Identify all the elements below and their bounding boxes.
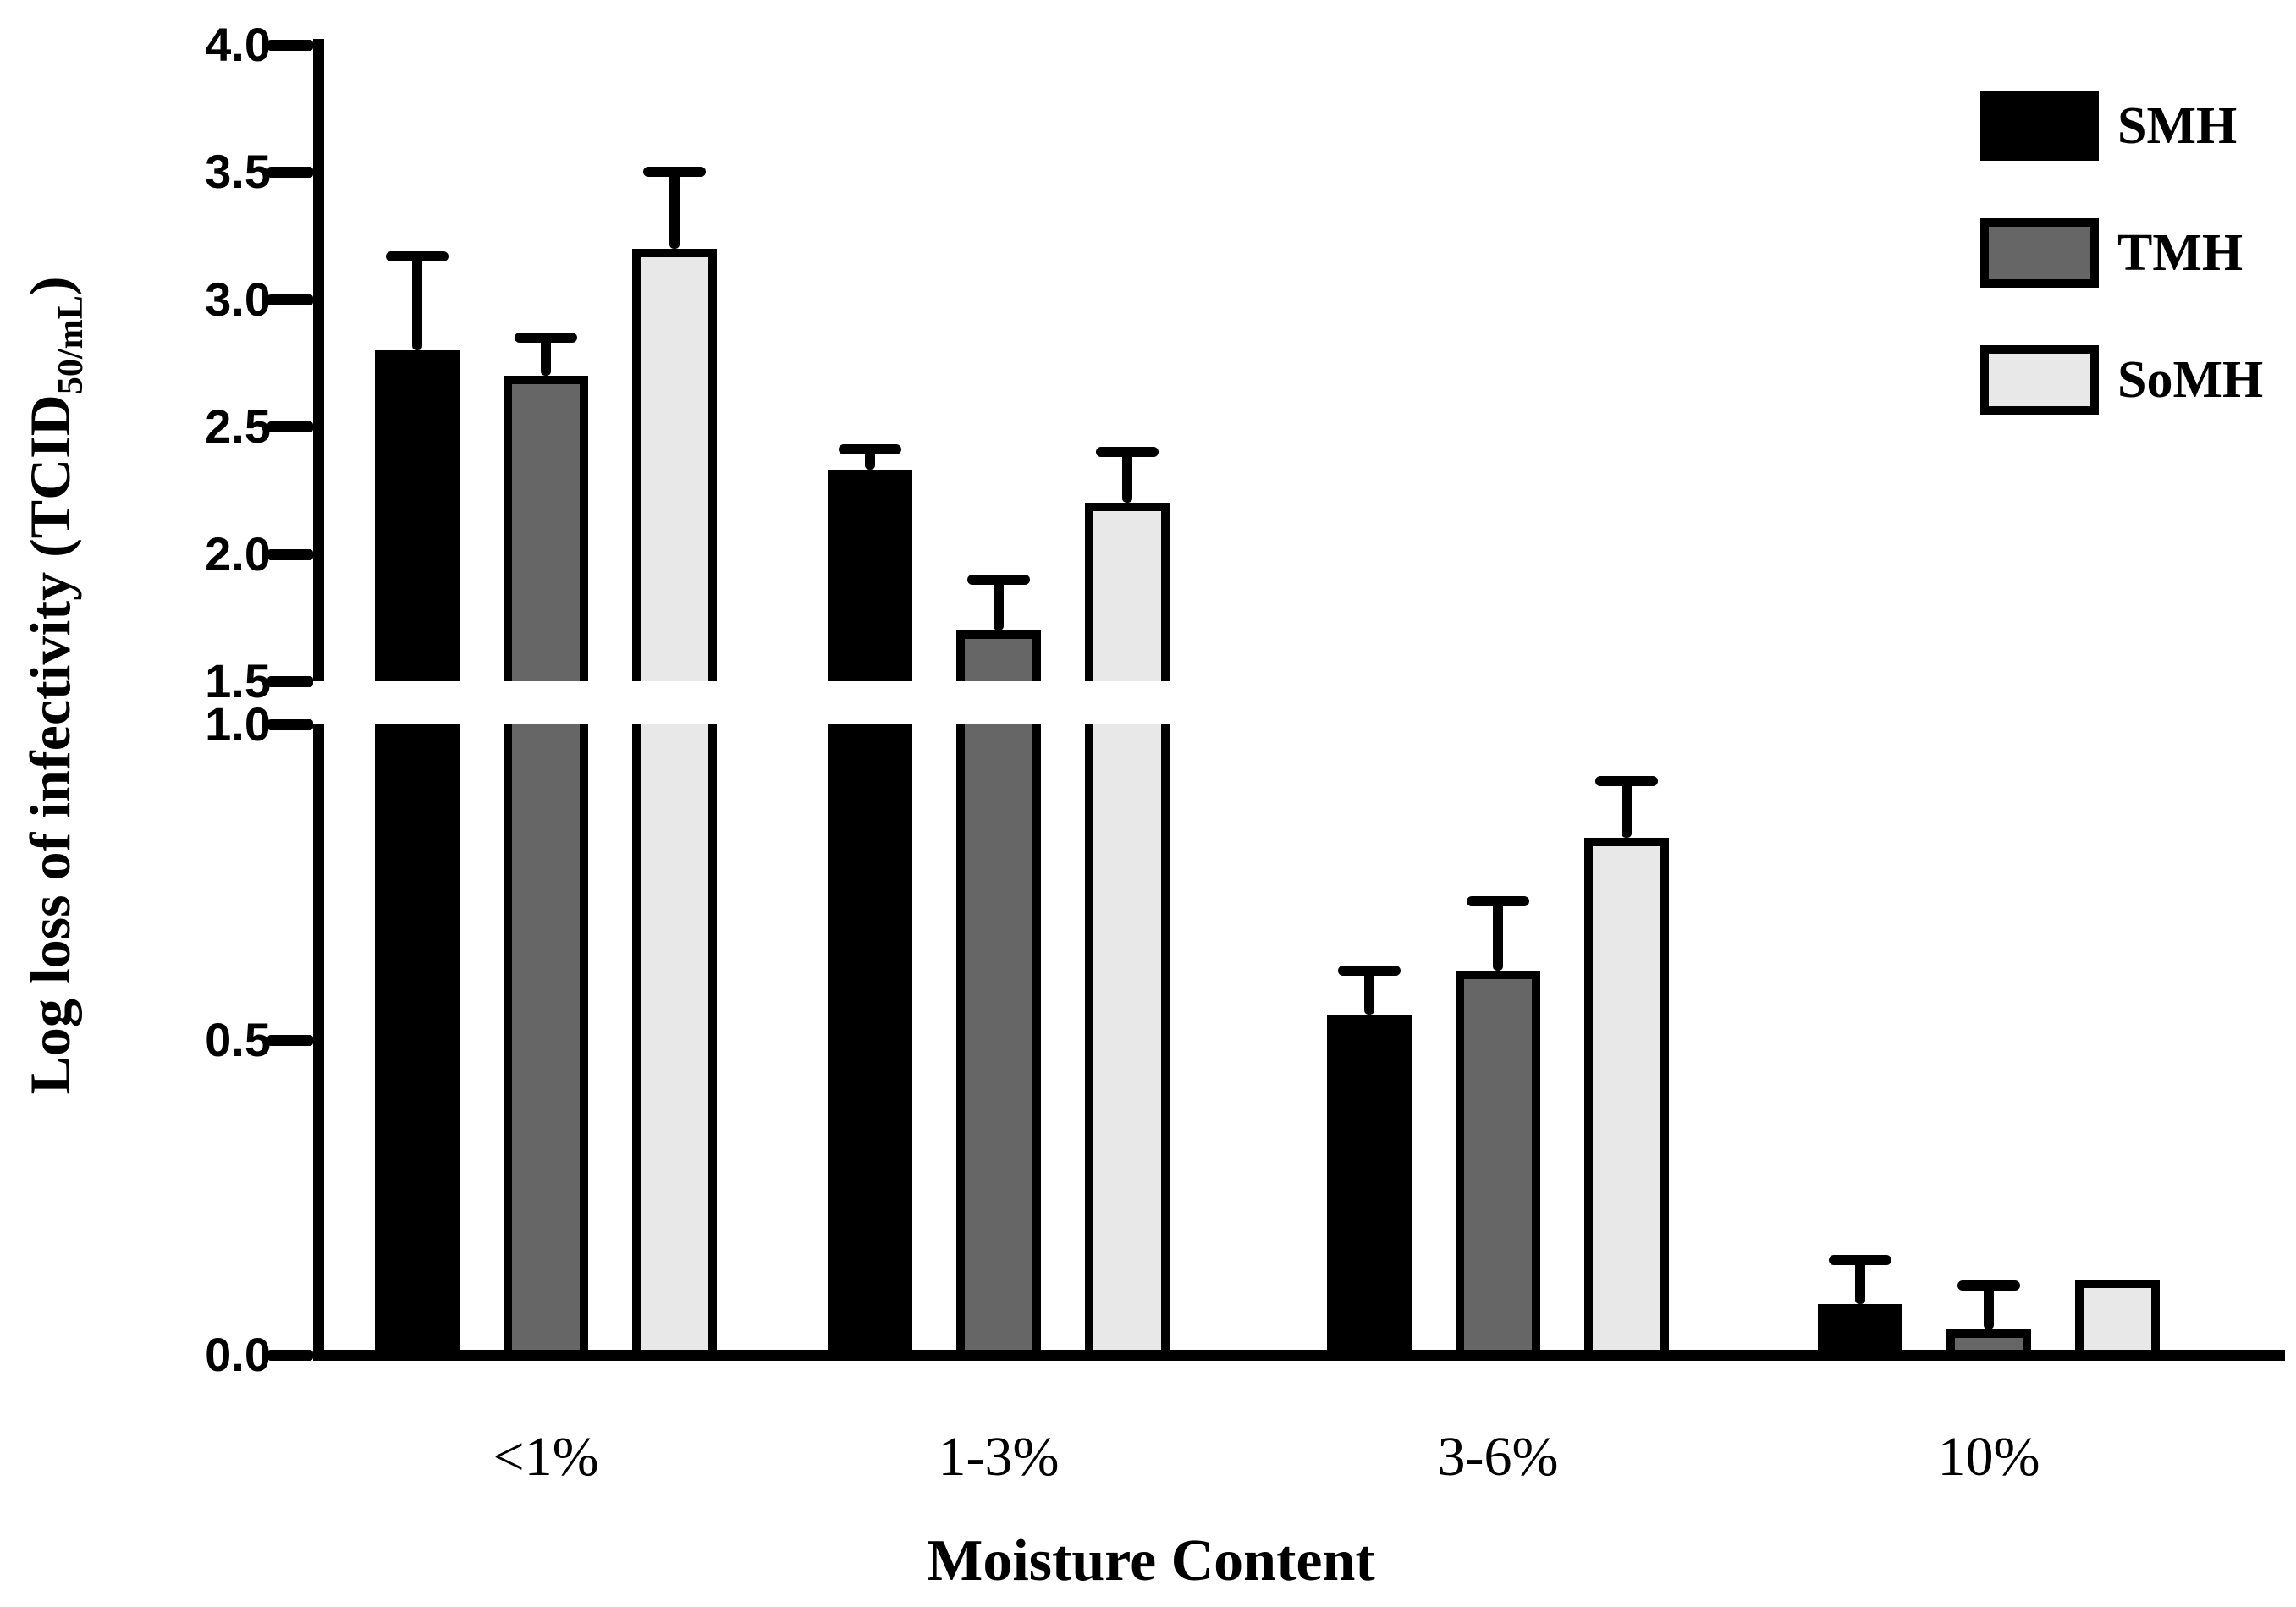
y-tick-label-0.0: 0.0	[205, 1328, 271, 1381]
legend-label-smh: SMH	[2117, 97, 2238, 155]
y-tick-label-1.5: 1.5	[205, 654, 271, 707]
y-tick-label-4.0: 4.0	[205, 18, 271, 71]
error-cap-tmh-3-6%	[1467, 895, 1529, 906]
legend-label-somh: SoMH	[2117, 351, 2264, 409]
bar-tmh-<1%	[504, 724, 588, 1355]
error-cap-smh-10%	[1829, 1255, 1891, 1266]
tmh-swatch-icon	[1980, 218, 2099, 288]
bar-smh-1-3%	[828, 724, 912, 1355]
bar-smh-10%	[1818, 1304, 1902, 1355]
y-tick-1.0	[267, 719, 313, 730]
y-tick-2.0	[267, 548, 313, 560]
bar-tmh-<1%	[504, 376, 588, 681]
error-cap-somh-3-6%	[1595, 776, 1658, 787]
legend-item-somh: SoMH	[1980, 345, 2263, 415]
error-whisker-somh-<1%	[669, 172, 680, 249]
y-tick-0.0	[267, 1350, 313, 1361]
bar-smh-1-3%	[828, 470, 912, 681]
y-axis-upper-segment	[313, 39, 324, 681]
bar-tmh-1-3%	[956, 724, 1041, 1355]
legend-item-smh: SMH	[1980, 91, 2263, 161]
error-cap-somh-1-3%	[1096, 447, 1159, 458]
y-tick-label-2.5: 2.5	[205, 399, 271, 454]
error-whisker-somh-1-3%	[1122, 452, 1132, 504]
y-axis-lower-segment	[313, 724, 324, 1361]
bar-somh-<1%	[632, 248, 717, 681]
y-tick-1.5	[267, 676, 313, 687]
error-whisker-smh-10%	[1855, 1260, 1865, 1305]
error-whisker-tmh-10%	[1984, 1285, 1994, 1330]
error-whisker-somh-3-6%	[1622, 781, 1632, 839]
bar-somh-1-3%	[1085, 724, 1170, 1355]
y-tick-3.0	[267, 294, 313, 305]
y-tick-4.0	[267, 40, 313, 51]
y-tick-3.5	[267, 167, 313, 179]
bar-somh-<1%	[632, 724, 717, 1355]
y-tick-label-0.5: 0.5	[205, 1012, 271, 1066]
y-tick-label-3.5: 3.5	[205, 145, 271, 199]
error-cap-tmh-<1%	[515, 332, 577, 343]
x-axis-title: Moisture Content	[927, 1528, 1375, 1593]
bar-smh-3-6%	[1327, 1014, 1412, 1355]
y-tick-2.5	[267, 421, 313, 433]
legend: SMH TMH SoMH	[1980, 91, 2263, 472]
y-tick-label-1.0: 1.0	[205, 697, 271, 751]
error-whisker-tmh-<1%	[541, 337, 551, 377]
bar-smh-<1%	[375, 349, 460, 681]
error-cap-somh-<1%	[643, 167, 706, 178]
legend-item-tmh: TMH	[1980, 218, 2263, 288]
error-cap-tmh-1-3%	[967, 574, 1030, 585]
error-cap-tmh-10%	[1957, 1280, 2020, 1291]
error-cap-smh-3-6%	[1338, 965, 1401, 976]
legend-label-tmh: TMH	[2117, 224, 2244, 282]
bar-somh-1-3%	[1085, 503, 1170, 681]
smh-swatch-icon	[1980, 91, 2099, 161]
x-category-label-4: 10%	[1937, 1426, 2040, 1488]
y-tick-label-2.0: 2.0	[205, 526, 271, 581]
x-category-label-1: <1%	[493, 1426, 599, 1488]
somh-swatch-icon	[1980, 345, 2099, 415]
bar-tmh-1-3%	[956, 630, 1041, 681]
error-whisker-smh-1-3%	[865, 449, 875, 471]
bar-somh-3-6%	[1584, 838, 1669, 1355]
bar-smh-<1%	[375, 724, 460, 1355]
bar-tmh-3-6%	[1456, 970, 1540, 1355]
y-tick-0.5	[267, 1034, 313, 1046]
x-axis-line	[313, 1350, 2285, 1361]
y-tick-label-3.0: 3.0	[205, 272, 271, 326]
error-whisker-smh-3-6%	[1364, 970, 1374, 1015]
error-cap-smh-1-3%	[839, 444, 901, 455]
error-whisker-tmh-3-6%	[1493, 900, 1503, 971]
x-category-label-3: 3-6%	[1437, 1426, 1559, 1488]
error-whisker-smh-<1%	[412, 256, 422, 350]
error-cap-smh-<1%	[386, 250, 449, 261]
x-category-label-2: 1-3%	[938, 1426, 1060, 1488]
error-whisker-tmh-1-3%	[994, 579, 1004, 630]
bar-somh-10%	[2075, 1279, 2160, 1355]
